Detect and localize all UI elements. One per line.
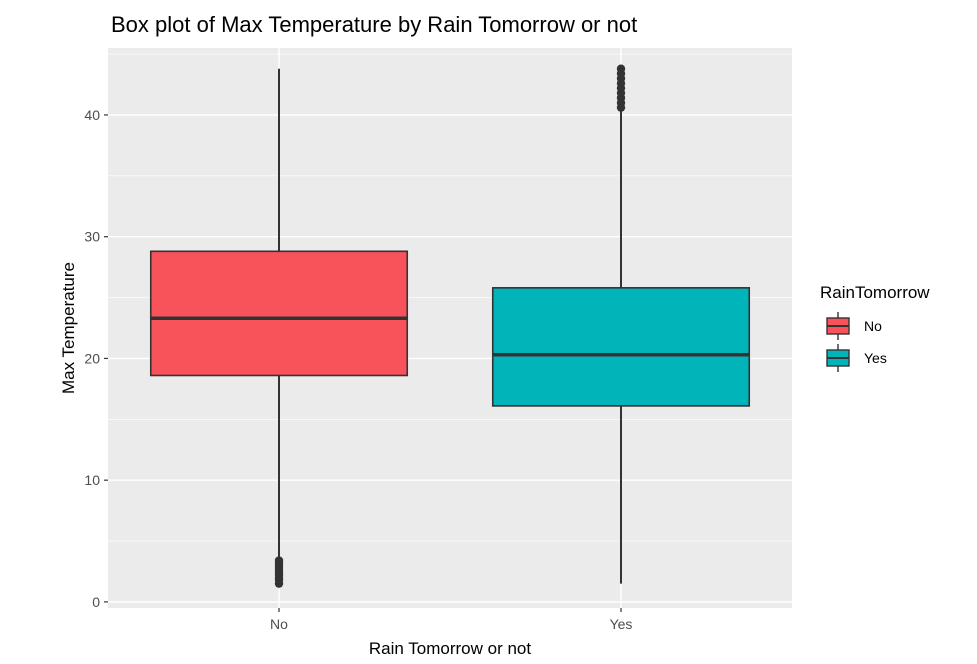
y-axis-title: Max Temperature (59, 262, 78, 394)
legend-item-yes: Yes (826, 344, 887, 372)
legend: RainTomorrow No Yes (820, 283, 930, 372)
outlier-point (616, 64, 626, 73)
legend-label: Yes (864, 350, 887, 366)
y-axis: 0 10 20 30 40 (84, 107, 108, 610)
y-tick-label: 30 (84, 229, 100, 245)
x-tick-label: No (270, 616, 288, 632)
iqr-box (491, 287, 751, 407)
legend-title: RainTomorrow (820, 283, 930, 302)
box-yes (491, 64, 751, 584)
x-axis: No Yes (270, 608, 632, 632)
box-no (149, 68, 409, 588)
y-tick-label: 10 (84, 472, 100, 488)
y-tick-label: 40 (84, 107, 100, 123)
y-tick-label: 0 (92, 594, 100, 610)
iqr-box (149, 250, 409, 377)
legend-item-no: No (826, 312, 882, 340)
y-tick-label: 20 (84, 350, 100, 366)
legend-label: No (864, 318, 882, 334)
outlier-point (274, 556, 284, 565)
x-tick-label: Yes (610, 616, 633, 632)
chart-title: Box plot of Max Temperature by Rain Tomo… (111, 12, 637, 37)
x-axis-title: Rain Tomorrow or not (369, 639, 531, 658)
boxes-layer (149, 64, 751, 588)
